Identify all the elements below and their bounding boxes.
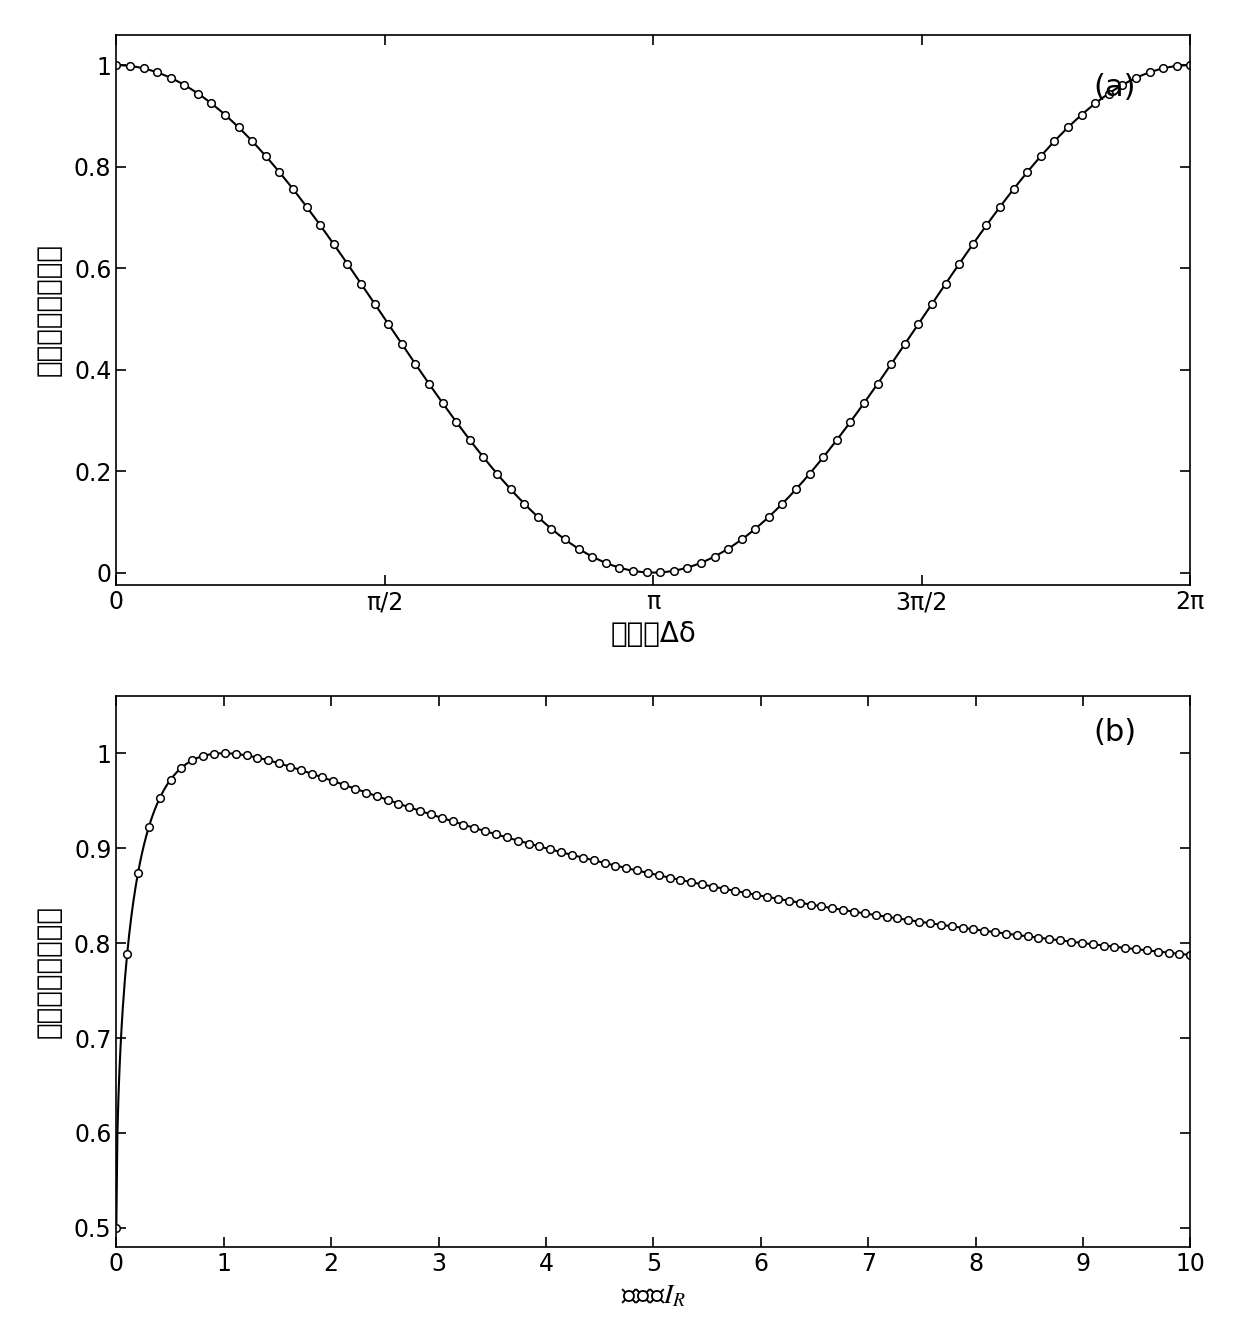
Text: (a): (a) xyxy=(1094,74,1136,102)
Y-axis label: 相干偏振合成效率: 相干偏振合成效率 xyxy=(35,243,63,376)
X-axis label: 光强比$\boldsymbol{I_R}$: 光强比$\boldsymbol{I_R}$ xyxy=(621,1281,686,1309)
Text: (b): (b) xyxy=(1094,718,1137,747)
Y-axis label: 相干偏振合成效率: 相干偏振合成效率 xyxy=(35,905,63,1038)
X-axis label: 相位差Δδ: 相位差Δδ xyxy=(610,620,696,648)
